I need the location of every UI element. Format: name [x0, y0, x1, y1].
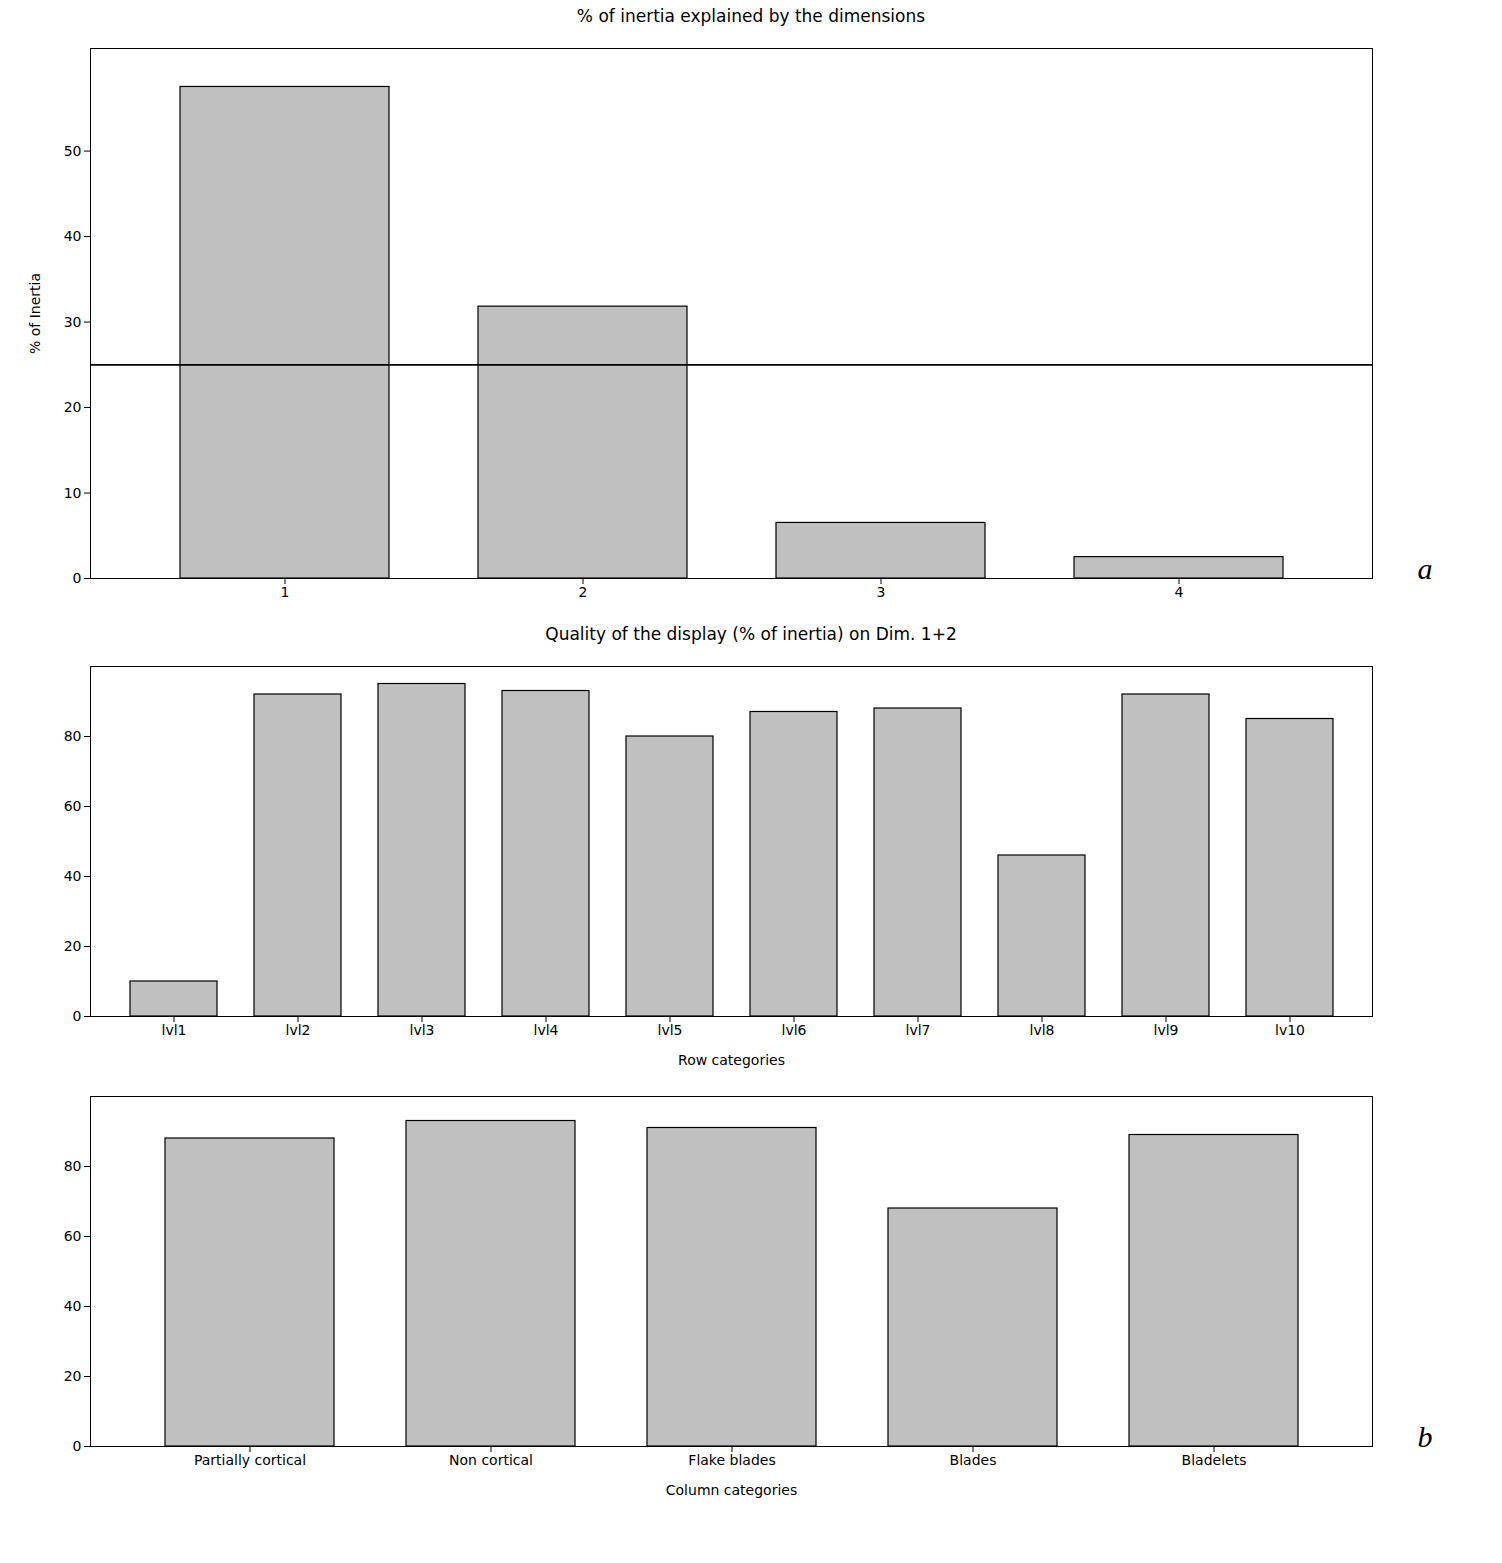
svg-text:lvl7: lvl7: [906, 1022, 931, 1038]
html-text:Quality of the display (% of i: Quality of the display (% of inertia) on…: [545, 624, 957, 644]
svg-text:Row categories: Row categories: [678, 1052, 785, 1068]
svg-text:lv10: lv10: [1275, 1022, 1305, 1038]
svg-text:20: 20: [64, 399, 82, 415]
svg-text:Non cortical: Non cortical: [449, 1452, 533, 1468]
svg-text:lvl3: lvl3: [410, 1022, 435, 1038]
svg-text:lvl6: lvl6: [782, 1022, 807, 1038]
svg-text:lvl5: lvl5: [658, 1022, 683, 1038]
svg-text:20: 20: [64, 1368, 82, 1384]
svg-text:0: 0: [73, 570, 82, 586]
svg-text:80: 80: [64, 728, 82, 744]
svg-text:a: a: [1418, 552, 1433, 585]
svg-text:Blades: Blades: [950, 1452, 997, 1468]
svg-text:0: 0: [73, 1438, 82, 1454]
svg-text:4: 4: [1175, 584, 1184, 600]
svg-text:10: 10: [64, 484, 82, 500]
svg-text:3: 3: [877, 584, 886, 600]
svg-text:2: 2: [579, 584, 588, 600]
svg-text:b: b: [1418, 1420, 1433, 1453]
svg-text:Column categories: Column categories: [666, 1482, 797, 1498]
svg-text:40: 40: [64, 228, 82, 244]
svg-text:Bladelets: Bladelets: [1182, 1452, 1247, 1468]
svg-text:80: 80: [64, 1158, 82, 1174]
svg-text:60: 60: [64, 798, 82, 814]
svg-text:Flake blades: Flake blades: [688, 1452, 775, 1468]
svg-text:0: 0: [73, 1008, 82, 1024]
svg-text:% of Inertia: % of Inertia: [27, 273, 43, 354]
svg-text:lvl4: lvl4: [534, 1022, 559, 1038]
svg-text:30: 30: [64, 314, 82, 330]
svg-text:40: 40: [64, 868, 82, 884]
svg-text:lvl1: lvl1: [162, 1022, 187, 1038]
svg-text:lvl8: lvl8: [1030, 1022, 1055, 1038]
svg-text:20: 20: [64, 938, 82, 954]
svg-text:50: 50: [64, 143, 82, 159]
html-text:% of inertia explained by the: % of inertia explained by the dimensions: [576, 6, 926, 26]
svg-text:1: 1: [281, 584, 290, 600]
svg-text:40: 40: [64, 1298, 82, 1314]
svg-text:60: 60: [64, 1228, 82, 1244]
svg-text:lvl2: lvl2: [286, 1022, 311, 1038]
svg-text:lvl9: lvl9: [1154, 1022, 1179, 1038]
svg-text:Partially cortical: Partially cortical: [194, 1452, 306, 1468]
